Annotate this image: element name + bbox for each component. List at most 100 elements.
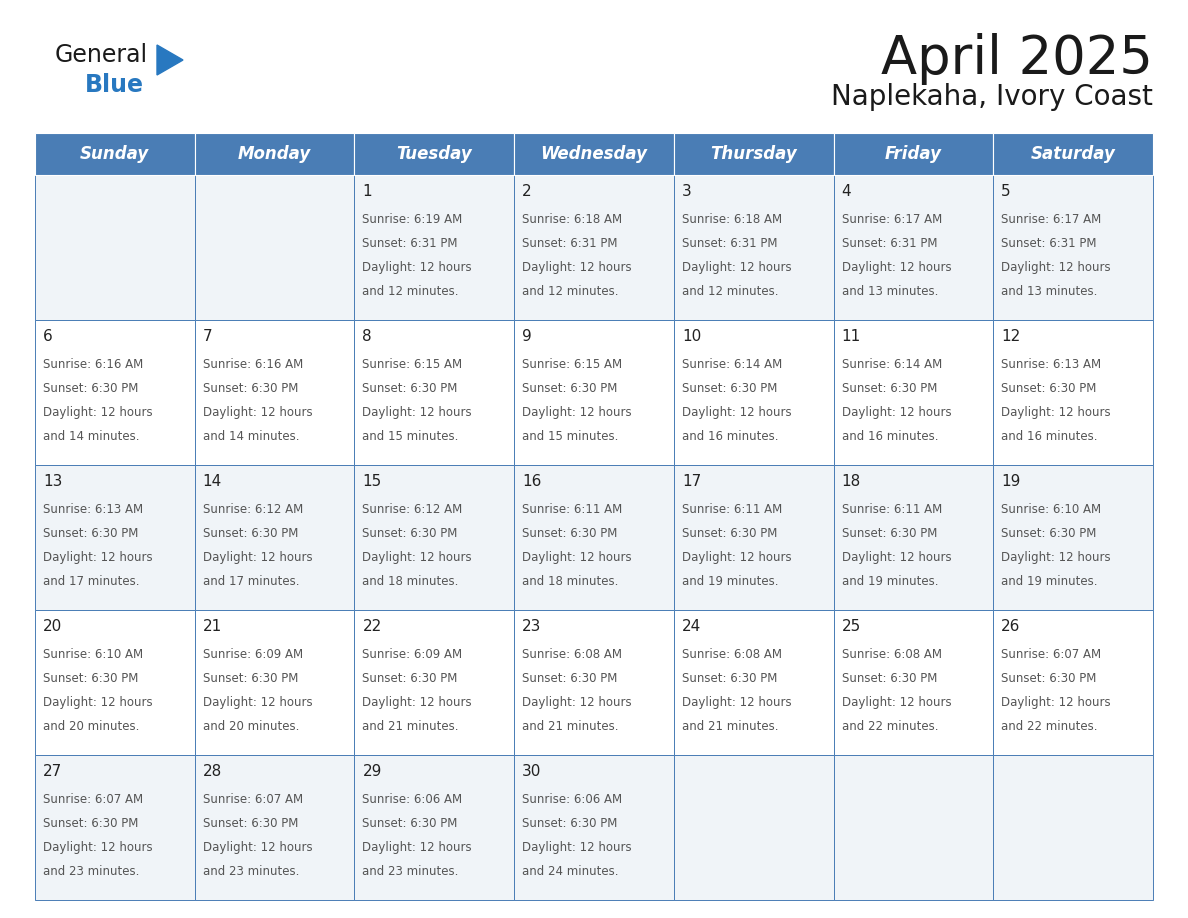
Text: Sunset: 6:30 PM: Sunset: 6:30 PM — [43, 672, 138, 685]
Text: Daylight: 12 hours: Daylight: 12 hours — [523, 841, 632, 854]
Text: Sunrise: 6:06 AM: Sunrise: 6:06 AM — [362, 793, 462, 806]
Text: 23: 23 — [523, 619, 542, 634]
Text: Daylight: 12 hours: Daylight: 12 hours — [203, 696, 312, 709]
Bar — [34, 465, 195, 610]
Text: Sunset: 6:30 PM: Sunset: 6:30 PM — [523, 527, 618, 540]
Bar — [514, 465, 674, 610]
Text: 6: 6 — [43, 329, 52, 344]
Text: 10: 10 — [682, 329, 701, 344]
Text: Daylight: 12 hours: Daylight: 12 hours — [682, 406, 791, 419]
Text: Sunset: 6:30 PM: Sunset: 6:30 PM — [1001, 527, 1097, 540]
Text: Sunrise: 6:19 AM: Sunrise: 6:19 AM — [362, 213, 462, 226]
Text: Sunrise: 6:07 AM: Sunrise: 6:07 AM — [1001, 648, 1101, 661]
Text: Sunset: 6:30 PM: Sunset: 6:30 PM — [203, 527, 298, 540]
Bar — [34, 133, 195, 175]
Text: Sunset: 6:30 PM: Sunset: 6:30 PM — [362, 672, 457, 685]
Polygon shape — [157, 45, 183, 75]
Bar — [834, 133, 993, 175]
Text: and 18 minutes.: and 18 minutes. — [362, 575, 459, 588]
Text: and 14 minutes.: and 14 minutes. — [43, 430, 139, 442]
Text: 11: 11 — [841, 329, 861, 344]
Text: Thursday: Thursday — [710, 145, 797, 163]
Text: Sunset: 6:31 PM: Sunset: 6:31 PM — [841, 237, 937, 250]
Text: 14: 14 — [203, 474, 222, 489]
Text: Friday: Friday — [885, 145, 942, 163]
Bar — [195, 755, 354, 900]
Text: Daylight: 12 hours: Daylight: 12 hours — [203, 841, 312, 854]
Bar — [195, 175, 354, 320]
Bar — [993, 465, 1154, 610]
Text: Sunrise: 6:09 AM: Sunrise: 6:09 AM — [362, 648, 462, 661]
Text: Daylight: 12 hours: Daylight: 12 hours — [43, 841, 152, 854]
Text: Daylight: 12 hours: Daylight: 12 hours — [362, 696, 472, 709]
Text: Sunset: 6:30 PM: Sunset: 6:30 PM — [841, 672, 937, 685]
Text: 16: 16 — [523, 474, 542, 489]
Text: Sunrise: 6:17 AM: Sunrise: 6:17 AM — [1001, 213, 1101, 226]
Text: Sunrise: 6:06 AM: Sunrise: 6:06 AM — [523, 793, 623, 806]
Bar — [674, 133, 834, 175]
Text: Tuesday: Tuesday — [397, 145, 472, 163]
Bar — [514, 175, 674, 320]
Text: 22: 22 — [362, 619, 381, 634]
Text: Sunset: 6:30 PM: Sunset: 6:30 PM — [841, 382, 937, 395]
Text: Daylight: 12 hours: Daylight: 12 hours — [1001, 551, 1111, 564]
Text: and 14 minutes.: and 14 minutes. — [203, 430, 299, 442]
Text: Sunset: 6:30 PM: Sunset: 6:30 PM — [682, 382, 777, 395]
Text: and 23 minutes.: and 23 minutes. — [43, 865, 139, 878]
Bar — [514, 133, 674, 175]
Text: 1: 1 — [362, 184, 372, 199]
Text: and 20 minutes.: and 20 minutes. — [43, 720, 139, 733]
Text: and 17 minutes.: and 17 minutes. — [203, 575, 299, 588]
Bar — [834, 610, 993, 755]
Bar — [674, 610, 834, 755]
Bar — [354, 465, 514, 610]
Text: Sunset: 6:30 PM: Sunset: 6:30 PM — [841, 527, 937, 540]
Text: and 24 minutes.: and 24 minutes. — [523, 865, 619, 878]
Text: Sunrise: 6:16 AM: Sunrise: 6:16 AM — [43, 358, 144, 371]
Text: 25: 25 — [841, 619, 861, 634]
Text: 24: 24 — [682, 619, 701, 634]
Bar — [514, 320, 674, 465]
Text: Sunset: 6:31 PM: Sunset: 6:31 PM — [682, 237, 777, 250]
Text: 4: 4 — [841, 184, 851, 199]
Text: Sunrise: 6:09 AM: Sunrise: 6:09 AM — [203, 648, 303, 661]
Text: and 15 minutes.: and 15 minutes. — [523, 430, 619, 442]
Text: Monday: Monday — [238, 145, 311, 163]
Text: 18: 18 — [841, 474, 861, 489]
Text: Sunset: 6:30 PM: Sunset: 6:30 PM — [362, 817, 457, 830]
Text: Sunset: 6:31 PM: Sunset: 6:31 PM — [1001, 237, 1097, 250]
Text: Sunrise: 6:13 AM: Sunrise: 6:13 AM — [1001, 358, 1101, 371]
Bar — [674, 755, 834, 900]
Text: Sunset: 6:30 PM: Sunset: 6:30 PM — [43, 527, 138, 540]
Text: 2: 2 — [523, 184, 532, 199]
Text: and 12 minutes.: and 12 minutes. — [523, 285, 619, 297]
Text: Sunrise: 6:13 AM: Sunrise: 6:13 AM — [43, 503, 143, 516]
Text: and 19 minutes.: and 19 minutes. — [682, 575, 778, 588]
Bar — [993, 133, 1154, 175]
Text: Sunset: 6:30 PM: Sunset: 6:30 PM — [203, 672, 298, 685]
Text: Daylight: 12 hours: Daylight: 12 hours — [841, 406, 952, 419]
Text: Daylight: 12 hours: Daylight: 12 hours — [523, 696, 632, 709]
Bar — [674, 320, 834, 465]
Text: Sunrise: 6:12 AM: Sunrise: 6:12 AM — [203, 503, 303, 516]
Text: 20: 20 — [43, 619, 62, 634]
Bar — [834, 320, 993, 465]
Text: 30: 30 — [523, 764, 542, 779]
Bar — [354, 610, 514, 755]
Bar — [195, 465, 354, 610]
Text: Sunrise: 6:17 AM: Sunrise: 6:17 AM — [841, 213, 942, 226]
Text: and 16 minutes.: and 16 minutes. — [682, 430, 778, 442]
Text: Sunset: 6:30 PM: Sunset: 6:30 PM — [43, 382, 138, 395]
Text: and 23 minutes.: and 23 minutes. — [203, 865, 299, 878]
Text: Sunrise: 6:14 AM: Sunrise: 6:14 AM — [682, 358, 782, 371]
Text: Sunrise: 6:12 AM: Sunrise: 6:12 AM — [362, 503, 462, 516]
Text: and 21 minutes.: and 21 minutes. — [523, 720, 619, 733]
Text: Daylight: 12 hours: Daylight: 12 hours — [523, 551, 632, 564]
Text: Daylight: 12 hours: Daylight: 12 hours — [362, 406, 472, 419]
Bar — [834, 175, 993, 320]
Text: Daylight: 12 hours: Daylight: 12 hours — [682, 551, 791, 564]
Bar — [195, 133, 354, 175]
Text: 26: 26 — [1001, 619, 1020, 634]
Text: 17: 17 — [682, 474, 701, 489]
Bar — [34, 755, 195, 900]
